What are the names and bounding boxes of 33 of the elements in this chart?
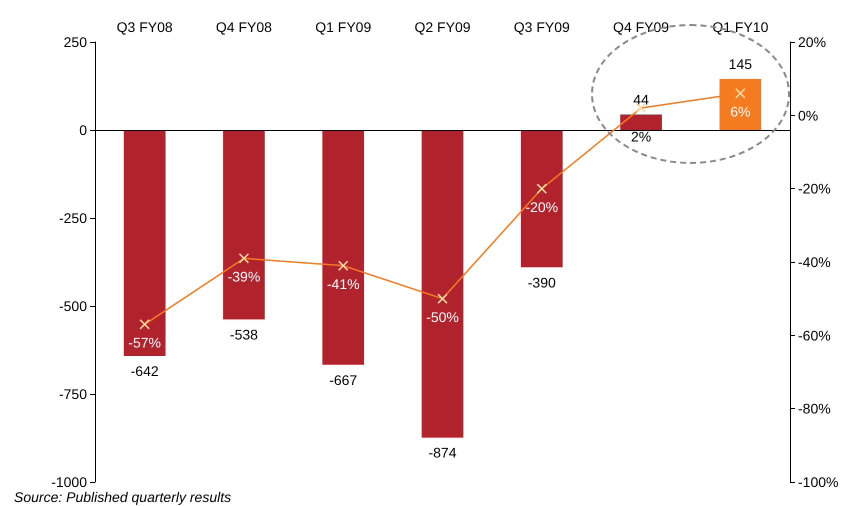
data-label: -20% [525, 198, 558, 215]
y-tick-label: 250 [64, 34, 88, 50]
y-tick-label: -250 [58, 210, 88, 226]
data-label: -39% [228, 268, 260, 285]
x-tick-label: Q4 FY08 [216, 19, 272, 35]
y2-tick-label: -60% [798, 327, 831, 344]
y-tick-label: 0 [79, 122, 88, 138]
x-tick-label: Q3 FY08 [116, 19, 173, 35]
data-label: 6% [730, 104, 750, 120]
y-tick-label: -500 [58, 298, 88, 314]
data-label: -874 [428, 444, 457, 461]
y2-tick-label: -100% [798, 474, 838, 490]
y-tick-label: -750 [58, 386, 88, 402]
data-label: -41% [326, 276, 360, 292]
data-label: -642 [130, 362, 159, 379]
y2-tick-label: -80% [798, 400, 831, 417]
data-label: -667 [329, 372, 358, 388]
data-label: 145 [728, 56, 752, 72]
data-label: -390 [528, 274, 556, 290]
y2-tick-label: 0% [798, 107, 818, 124]
y2-tick-label: -40% [798, 254, 831, 270]
x-tick-label: Q2 FY09 [414, 19, 471, 35]
data-label: -57% [128, 334, 161, 351]
x-tick-label: Q1 FY09 [315, 19, 372, 35]
y2-tick-label: 20% [798, 34, 826, 50]
data-label: 44 [633, 92, 650, 108]
data-label: -50% [426, 308, 459, 325]
x-tick-label: Q3 FY09 [514, 19, 570, 35]
source-note: Source: Published quarterly results [14, 489, 232, 505]
y2-tick-label: -20% [798, 180, 831, 197]
data-label: 2% [630, 128, 652, 144]
data-label: -538 [230, 326, 258, 342]
y-tick-label: -1000 [51, 474, 88, 490]
